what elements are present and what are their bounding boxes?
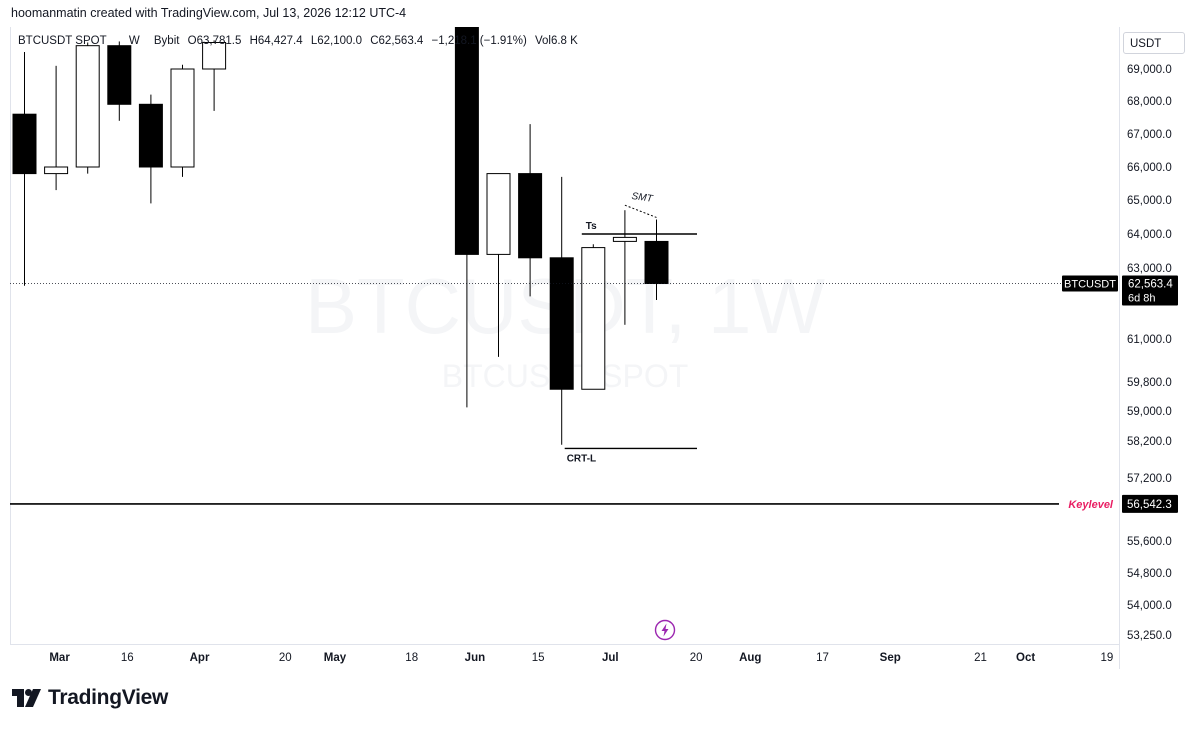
candle-body-bull xyxy=(170,68,195,168)
y-tick-label: 67,000.0 xyxy=(1127,129,1172,141)
ohlc-legend: BTCUSDT SPOT W Bybit O63,781.5 H64,427.4… xyxy=(18,35,583,47)
x-tick-label: Aug xyxy=(739,652,761,664)
candle[interactable] xyxy=(644,219,669,300)
y-tick-label: 66,000.0 xyxy=(1127,162,1172,174)
lightning-icon[interactable] xyxy=(654,619,676,641)
candle[interactable] xyxy=(612,210,637,325)
candle[interactable] xyxy=(486,173,511,357)
legend-low: L62,100.0 xyxy=(310,35,363,47)
annotation-layer: Keylevel Ts CRT-L SMT xyxy=(10,191,1119,511)
y-tick-label: 69,000.0 xyxy=(1127,64,1172,76)
smt-label: SMT xyxy=(631,191,654,205)
y-tick-label: 54,000.0 xyxy=(1127,600,1172,612)
x-tick-label: Jun xyxy=(465,652,485,664)
current-price-tag[interactable]: 62,563.4 6d 8h xyxy=(1122,275,1178,306)
legend-close: C62,563.4 xyxy=(370,35,424,47)
legend-interval[interactable]: W xyxy=(128,35,140,47)
x-tick-label: Apr xyxy=(190,652,210,664)
candle[interactable] xyxy=(454,16,479,408)
candle-body-bull xyxy=(581,247,606,390)
chart-credit: hoomanmatin created with TradingView.com… xyxy=(11,6,407,20)
x-tick-label: 19 xyxy=(1101,652,1114,664)
candle[interactable] xyxy=(44,65,69,191)
tradingview-brand[interactable]: TradingView xyxy=(12,686,168,710)
x-tick-label: 17 xyxy=(816,652,829,664)
candle-body-bear xyxy=(549,257,574,390)
candle-countdown: 6d 8h xyxy=(1128,292,1156,304)
candle[interactable] xyxy=(170,64,195,177)
price-tags: BTCUSDT 62,563.4 6d 8h 56,542.3 xyxy=(1062,275,1178,513)
smt-line[interactable] xyxy=(624,204,657,218)
ts-label: Ts xyxy=(586,221,597,232)
tradingview-logo-icon xyxy=(12,689,41,707)
y-tick-label: 61,000.0 xyxy=(1127,334,1172,346)
candle-body-bull xyxy=(75,45,100,168)
brand-name: TradingView xyxy=(48,686,169,709)
legend-open: O63,781.5 xyxy=(187,35,242,47)
candle-body-bull xyxy=(202,42,227,70)
y-tick-label: 68,000.0 xyxy=(1127,96,1172,108)
x-tick-label: Mar xyxy=(49,652,70,664)
keylevel-value: 56,542.3 xyxy=(1127,499,1172,511)
currency-selector[interactable]: USDT xyxy=(1123,32,1185,54)
legend-exchange: Bybit xyxy=(153,35,180,47)
legend-volume: Vol6.8 K xyxy=(534,35,578,47)
candle-body-bear xyxy=(644,240,669,284)
candle[interactable] xyxy=(549,176,574,445)
candle[interactable] xyxy=(518,124,543,297)
candle-body-bear xyxy=(107,45,132,105)
y-tick-label: 53,250.0 xyxy=(1127,630,1172,642)
x-tick-label: 16 xyxy=(121,652,134,664)
y-tick-label: 59,800.0 xyxy=(1127,377,1172,389)
y-axis-labels: 69,000.0 68,000.0 67,000.0 66,000.0 65,000.0… xyxy=(1127,64,1172,642)
y-tick-label: 64,000.0 xyxy=(1127,229,1172,241)
candle-body-bear xyxy=(518,173,543,259)
x-tick-label: 20 xyxy=(279,652,292,664)
price-axis[interactable] xyxy=(1119,27,1200,669)
x-tick-label: Jul xyxy=(602,652,619,664)
current-price-value: 62,563.4 xyxy=(1128,278,1173,290)
y-tick-label: 59,000.0 xyxy=(1127,406,1172,418)
keylevel-price-tag[interactable]: 56,542.3 xyxy=(1122,494,1178,513)
chart-pane[interactable] xyxy=(10,27,1120,669)
x-tick-label: 21 xyxy=(974,652,987,664)
candle-body-bull xyxy=(612,236,637,242)
legend-high: H64,427.4 xyxy=(249,35,303,47)
y-tick-label: 55,600.0 xyxy=(1127,536,1172,548)
candle-body-bull xyxy=(44,166,69,175)
candle[interactable] xyxy=(12,52,37,286)
candles-layer xyxy=(12,16,669,445)
y-tick-label: 57,200.0 xyxy=(1127,473,1172,485)
x-tick-label: Sep xyxy=(880,652,901,664)
candle[interactable] xyxy=(75,42,100,174)
symbol-tag[interactable]: BTCUSDT xyxy=(1062,275,1118,292)
y-tick-label: 54,800.0 xyxy=(1127,568,1172,580)
candle-body-bear xyxy=(138,103,163,168)
x-tick-label: 18 xyxy=(405,652,418,664)
y-tick-label: 58,200.0 xyxy=(1127,436,1172,448)
x-tick-label: 15 xyxy=(532,652,545,664)
keylevel-label: Keylevel xyxy=(1068,499,1114,511)
legend-symbol[interactable]: BTCUSDT SPOT xyxy=(18,35,107,47)
y-tick-label: 63,000.0 xyxy=(1127,263,1172,275)
y-tick-label: 65,000.0 xyxy=(1127,195,1172,207)
x-tick-label: 20 xyxy=(690,652,703,664)
time-axis[interactable] xyxy=(10,644,1119,670)
candle-body-bear xyxy=(12,113,37,175)
candle[interactable] xyxy=(107,41,132,121)
x-tick-label: May xyxy=(324,652,347,664)
legend-change: −1,218.1 (−1.91%) xyxy=(431,35,527,47)
symbol-tag-text: BTCUSDT xyxy=(1064,278,1116,290)
candle[interactable] xyxy=(581,244,606,390)
candle[interactable] xyxy=(138,94,163,204)
crt-l-label: CRT-L xyxy=(567,453,596,464)
candle-body-bear xyxy=(454,27,479,255)
candle[interactable] xyxy=(202,40,227,111)
x-tick-label: Oct xyxy=(1016,652,1035,664)
candle-body-bull xyxy=(486,173,511,255)
x-axis-labels: Mar 16 Apr 20 May 18 Jun 15 Jul 20 Aug 17 Sep 21 Oct 19 xyxy=(49,652,1113,664)
